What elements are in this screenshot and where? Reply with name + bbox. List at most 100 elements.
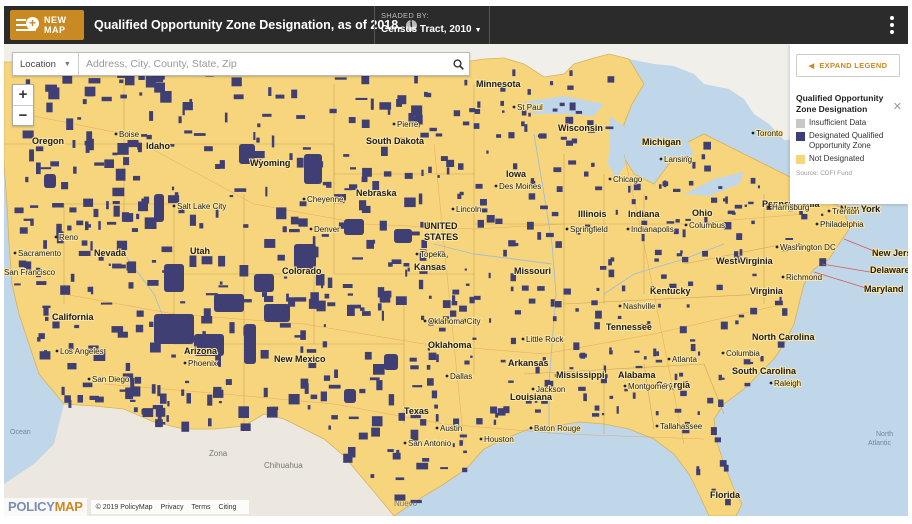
opportunity-zone-tract bbox=[600, 376, 607, 384]
info-icon[interactable]: i bbox=[405, 20, 417, 32]
country-label-line2: STATES bbox=[424, 232, 458, 242]
city-dot bbox=[655, 424, 659, 428]
city-dot bbox=[623, 384, 627, 388]
map-canvas[interactable]: Oregon Idaho Wyoming South Dakota Minnesota W… bbox=[4, 44, 908, 516]
city-dot bbox=[114, 132, 118, 136]
opportunity-zone-tract bbox=[469, 108, 476, 113]
city-label: Baton Rouge bbox=[534, 424, 581, 433]
opportunity-zone-tract bbox=[685, 218, 691, 221]
opportunity-zone-tract bbox=[744, 382, 751, 387]
opportunity-zone-tract bbox=[718, 186, 723, 189]
opportunity-zone-tract bbox=[601, 413, 605, 416]
close-icon[interactable]: ✕ bbox=[892, 101, 902, 113]
opportunity-zone-tract bbox=[308, 358, 317, 369]
opportunity-zone-tract bbox=[527, 221, 534, 230]
opportunity-zone-tract bbox=[555, 301, 562, 308]
opportunity-zone-tract bbox=[587, 120, 594, 126]
opportunity-zone-tract bbox=[36, 267, 41, 278]
city-label: St Paul bbox=[517, 103, 543, 112]
policymap-logo[interactable]: POLICYMAP bbox=[4, 498, 87, 516]
opportunity-zone-tract bbox=[84, 86, 96, 97]
opportunity-zone-tract bbox=[215, 298, 224, 303]
opportunity-zone-tract bbox=[464, 268, 467, 271]
search-input[interactable] bbox=[79, 53, 447, 75]
search-icon[interactable] bbox=[447, 53, 469, 75]
opportunity-zone-tract bbox=[381, 146, 388, 156]
opportunity-zone-tract bbox=[643, 356, 647, 360]
opportunity-zone-tract bbox=[359, 388, 366, 394]
opportunity-zone-tract bbox=[136, 213, 140, 220]
opportunity-zone-tract bbox=[161, 246, 173, 253]
opportunity-zone-tract bbox=[77, 117, 82, 120]
new-map-button[interactable]: + NEW MAP bbox=[10, 10, 84, 40]
opportunity-zone-tract bbox=[25, 176, 29, 183]
top-bar: + NEW MAP Qualified Opportunity Zone Des… bbox=[4, 6, 908, 44]
location-type-select[interactable]: Location ▼ bbox=[13, 53, 79, 75]
shaded-by-selector[interactable]: SHADED BY: Census Tract, 2010 ▼ bbox=[374, 6, 490, 44]
mexico-label-chihuahua: Chihuahua bbox=[264, 461, 303, 470]
opportunity-zone-tract bbox=[264, 304, 290, 322]
opportunity-zone-tract bbox=[497, 408, 506, 416]
opportunity-zone-tract bbox=[721, 377, 725, 380]
privacy-link[interactable]: Privacy bbox=[160, 503, 184, 511]
opportunity-zone-tract bbox=[404, 172, 413, 179]
map-app: + NEW MAP Qualified Opportunity Zone Des… bbox=[4, 6, 908, 516]
opportunity-zone-tract bbox=[289, 153, 293, 161]
city-dot bbox=[512, 105, 516, 109]
opportunity-zone-tract bbox=[707, 397, 714, 404]
opportunity-zone-tract bbox=[552, 108, 558, 112]
opportunity-zone-tract bbox=[154, 82, 165, 93]
opportunity-zone-tract bbox=[106, 201, 109, 210]
zoom-out-button[interactable]: − bbox=[13, 105, 33, 125]
opportunity-zone-tract bbox=[704, 216, 708, 225]
opportunity-zone-tract bbox=[18, 260, 27, 268]
opportunity-zone-tract bbox=[124, 213, 134, 222]
opportunity-zone-tract bbox=[344, 389, 356, 403]
opportunity-zone-tract bbox=[550, 81, 554, 86]
opportunity-zone-tract bbox=[326, 181, 332, 188]
opportunity-zone-tract bbox=[133, 386, 141, 397]
opportunity-zone-tract bbox=[117, 143, 129, 155]
opportunity-zone-tract bbox=[416, 462, 429, 470]
opportunity-zone-tract bbox=[397, 95, 407, 105]
city-label: Atlanta bbox=[672, 355, 697, 364]
opportunity-zone-tract bbox=[609, 347, 612, 351]
opportunity-zone-tract bbox=[821, 213, 824, 216]
opportunity-zone-tract bbox=[240, 148, 251, 154]
city-dot bbox=[54, 235, 58, 239]
opportunity-zone-tract bbox=[43, 307, 49, 316]
expand-legend-button[interactable]: ◀ EXPAND LEGEND bbox=[796, 54, 900, 77]
opportunity-zone-tract bbox=[424, 91, 428, 97]
more-options-icon[interactable] bbox=[890, 16, 894, 34]
opportunity-zone-tract bbox=[244, 299, 252, 303]
citing-link[interactable]: Citing bbox=[218, 503, 237, 511]
opportunity-zone-tract bbox=[428, 166, 432, 173]
opportunity-zone-tract bbox=[43, 240, 47, 249]
terms-link[interactable]: Terms bbox=[191, 503, 211, 511]
city-dot bbox=[827, 209, 831, 213]
city-dot bbox=[172, 204, 176, 208]
opportunity-zone-tract bbox=[371, 427, 380, 437]
opportunity-zone-tract bbox=[427, 347, 430, 351]
city-dot bbox=[435, 426, 439, 430]
opportunity-zone-tract bbox=[508, 380, 514, 383]
city-label: Denver bbox=[314, 225, 340, 234]
state-label: Alabama bbox=[618, 370, 657, 380]
opportunity-zone-tract bbox=[514, 310, 521, 315]
opportunity-zone-tract bbox=[253, 132, 256, 140]
opportunity-zone-tract bbox=[688, 180, 694, 186]
zoom-in-button[interactable]: + bbox=[18, 86, 28, 103]
opportunity-zone-tract bbox=[736, 233, 743, 240]
opportunity-zone-tract bbox=[530, 181, 536, 184]
opportunity-zone-tract bbox=[500, 359, 506, 363]
opportunity-zone-tract bbox=[83, 198, 94, 207]
opportunity-zone-tract bbox=[480, 199, 487, 206]
opportunity-zone-tract bbox=[541, 398, 548, 404]
opportunity-zone-tract bbox=[322, 341, 328, 348]
opportunity-zone-tract bbox=[315, 274, 325, 286]
opportunity-zone-tract bbox=[682, 429, 690, 434]
opportunity-zone-tract bbox=[48, 87, 60, 100]
opportunity-zone-tract bbox=[594, 322, 600, 330]
opportunity-zone-tract bbox=[39, 351, 51, 360]
opportunity-zone-tract bbox=[189, 214, 196, 226]
